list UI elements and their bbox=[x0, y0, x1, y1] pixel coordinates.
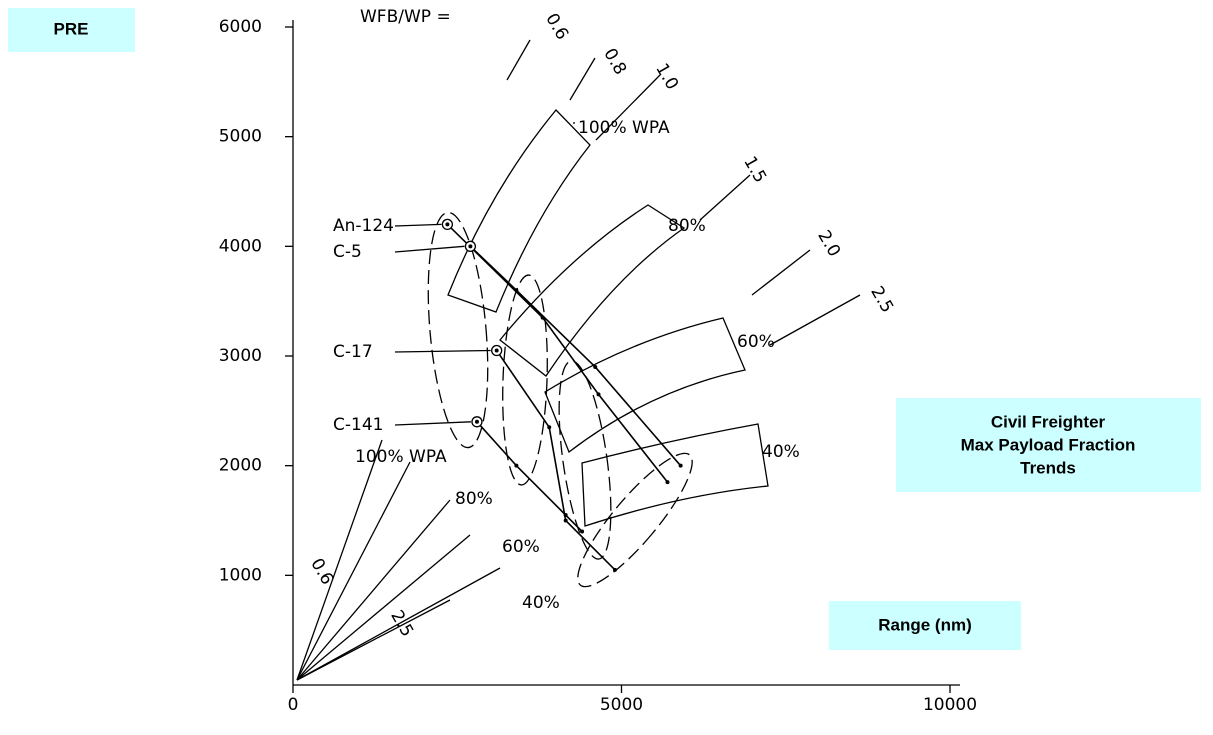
title-line: Max Payload Fraction bbox=[961, 435, 1136, 454]
series-label: C-17 bbox=[333, 342, 373, 362]
point bbox=[593, 364, 598, 369]
series-line bbox=[476, 421, 583, 533]
series-label: C-141 bbox=[333, 415, 383, 435]
leader bbox=[394, 421, 471, 426]
x-axis-label: Range (nm) bbox=[878, 615, 972, 634]
loops bbox=[427, 211, 693, 588]
point bbox=[612, 567, 617, 572]
point bbox=[580, 529, 585, 534]
annotation: 80% bbox=[455, 489, 493, 509]
annotation: 0.6 bbox=[541, 10, 572, 43]
ratio-lines bbox=[296, 39, 861, 681]
annotation: 0.6 bbox=[306, 555, 337, 588]
annotation: 60% bbox=[502, 537, 540, 557]
annotation: 0.8 bbox=[599, 45, 630, 78]
point bbox=[678, 463, 683, 468]
annotation: 40% bbox=[522, 593, 560, 613]
annotation: 1.0 bbox=[651, 60, 682, 93]
annotation: 100% WPA bbox=[355, 447, 447, 467]
x-tick-label: 10000 bbox=[923, 695, 977, 715]
y-tick-label: 1000 bbox=[219, 565, 262, 585]
title-line: Civil Freighter bbox=[991, 412, 1106, 431]
point bbox=[514, 288, 519, 293]
title-line: Trends bbox=[1020, 458, 1076, 477]
series-line bbox=[496, 350, 616, 571]
y-tick-label: 6000 bbox=[219, 17, 262, 37]
y-tick-label: 3000 bbox=[219, 346, 262, 366]
annotation: 1.5 bbox=[739, 153, 770, 186]
leader bbox=[394, 245, 465, 253]
annotation: 2.5 bbox=[386, 607, 417, 640]
series-label: C-5 bbox=[333, 242, 362, 262]
annotation: 60% bbox=[737, 332, 775, 352]
point bbox=[468, 244, 473, 249]
series-line bbox=[446, 223, 669, 483]
point bbox=[474, 419, 479, 424]
badge: PRE bbox=[54, 19, 89, 38]
point bbox=[514, 463, 519, 468]
point bbox=[596, 392, 601, 397]
y-tick-label: 4000 bbox=[219, 236, 262, 256]
x-tick-label: 0 bbox=[288, 695, 299, 715]
series-label: An-124 bbox=[333, 216, 394, 236]
xlabel-box bbox=[829, 601, 1021, 650]
point bbox=[445, 222, 450, 227]
annotation: WFB/WP = bbox=[360, 7, 451, 27]
leader bbox=[394, 223, 442, 227]
annotation: 100% WPA bbox=[578, 118, 670, 138]
badge-box bbox=[8, 8, 135, 52]
point bbox=[665, 480, 670, 485]
annotation: 80% bbox=[668, 216, 706, 236]
point bbox=[494, 348, 499, 353]
point bbox=[563, 513, 568, 518]
y-tick-label: 2000 bbox=[219, 456, 262, 476]
point bbox=[547, 425, 552, 430]
x-tick-label: 5000 bbox=[600, 695, 643, 715]
leader bbox=[394, 349, 491, 353]
annotation: 2.5 bbox=[866, 283, 897, 316]
point bbox=[563, 518, 568, 523]
series-line bbox=[469, 245, 682, 467]
annotation: 2.0 bbox=[813, 227, 844, 260]
annotation: 40% bbox=[762, 442, 800, 462]
title-box bbox=[896, 398, 1201, 492]
y-tick-label: 5000 bbox=[219, 127, 262, 147]
